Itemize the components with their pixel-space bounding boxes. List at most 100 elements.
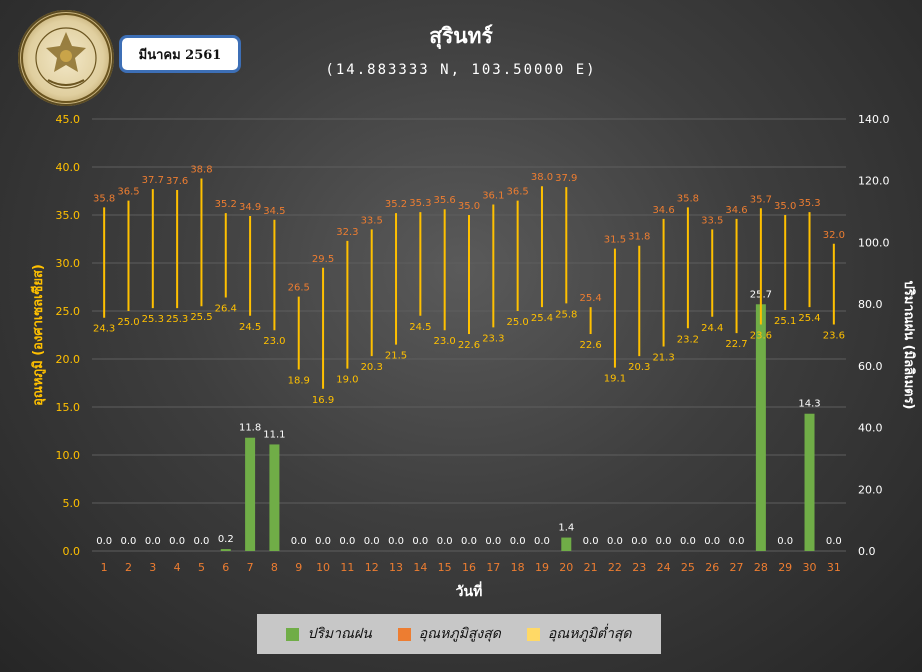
- tmin-value-label: 25.3: [166, 314, 188, 325]
- y-left-tick-label: 35.0: [56, 209, 81, 222]
- rain-value-label: 0.0: [583, 536, 599, 547]
- tmin-value-label: 23.3: [482, 333, 504, 344]
- x-tick-label: 20: [559, 561, 573, 574]
- rain-bar: [561, 537, 572, 551]
- x-axis-title: วันที่: [456, 581, 483, 600]
- tmin-value-label: 23.2: [677, 334, 699, 345]
- tmax-value-label: 35.0: [774, 201, 796, 212]
- x-tick-label: 14: [413, 561, 427, 574]
- x-tick-label: 19: [535, 561, 549, 574]
- tmin-value-label: 22.6: [458, 340, 480, 351]
- tmax-value-label: 35.7: [750, 194, 772, 205]
- x-tick-label: 21: [584, 561, 598, 574]
- x-tick-label: 1: [101, 561, 108, 574]
- rain-value-label: 0.0: [291, 536, 307, 547]
- legend-item-rain: ปริมาณฝน: [286, 623, 372, 645]
- tmin-value-label: 21.5: [385, 351, 407, 362]
- rain-value-label: 0.0: [364, 536, 380, 547]
- tmin-value-label: 25.4: [798, 313, 820, 324]
- rain-value-label: 0.0: [485, 536, 501, 547]
- y-right-tick-label: 40.0: [858, 422, 883, 435]
- tmax-value-label: 35.0: [458, 201, 480, 212]
- rain-value-label: 0.0: [339, 536, 355, 547]
- rain-bar: [269, 444, 280, 551]
- x-tick-label: 23: [632, 561, 646, 574]
- tmin-value-label: 25.0: [117, 317, 139, 328]
- tmax-value-label: 33.5: [361, 215, 383, 226]
- tmin-value-label: 25.4: [531, 313, 553, 324]
- y-left-tick-label: 30.0: [56, 257, 81, 270]
- tmax-value-label: 34.6: [725, 205, 747, 216]
- rain-value-label: 11.1: [263, 429, 285, 440]
- x-tick-label: 16: [462, 561, 476, 574]
- x-tick-label: 3: [149, 561, 156, 574]
- tmin-value-label: 25.0: [507, 317, 529, 328]
- tmin-value-label: 23.6: [823, 330, 845, 341]
- tmin-value-label: 24.3: [93, 324, 115, 335]
- tmin-value-label: 19.0: [336, 375, 358, 386]
- tmax-value-label: 31.5: [604, 235, 626, 246]
- x-tick-label: 24: [657, 561, 671, 574]
- rain-value-label: 0.0: [96, 536, 112, 547]
- x-tick-label: 8: [271, 561, 278, 574]
- x-tick-label: 29: [778, 561, 792, 574]
- x-tick-label: 22: [608, 561, 622, 574]
- tmax-value-label: 35.3: [798, 198, 820, 209]
- rain-value-label: 0.0: [777, 536, 793, 547]
- tmin-value-label: 19.1: [604, 374, 626, 385]
- tmin-value-label: 25.1: [774, 316, 796, 327]
- rain-value-label: 0.0: [510, 536, 526, 547]
- tmin-value-label: 22.6: [579, 340, 601, 351]
- tmin-value-label: 20.3: [361, 362, 383, 373]
- tmax-value-label: 35.8: [93, 193, 115, 204]
- y-left-axis-title: อุณหภูมิ (องศาเซลเซียส): [30, 264, 46, 406]
- rain-value-label: 0.0: [315, 536, 331, 547]
- month-label: มีนาคม 2561: [119, 35, 241, 73]
- tmin-value-label: 26.4: [215, 304, 237, 315]
- chart-title: สุรินทร์: [429, 24, 493, 48]
- rain-value-label: 0.0: [680, 536, 696, 547]
- seal-emblem-icon: [21, 13, 111, 103]
- rain-value-label: 0.0: [412, 536, 428, 547]
- rain-bar: [245, 437, 256, 551]
- rain-value-label: 0.0: [729, 536, 745, 547]
- rain-value-label: 0.2: [218, 534, 234, 545]
- tmin-value-label: 24.5: [239, 322, 261, 333]
- legend-item-tmax: อุณหภูมิสูงสุด: [397, 623, 501, 645]
- tmax-value-label: 37.7: [142, 175, 164, 186]
- tmin-value-label: 24.5: [409, 322, 431, 333]
- tmax-value-label: 25.4: [579, 293, 601, 304]
- x-tick-label: 15: [438, 561, 452, 574]
- rain-value-label: 0.0: [704, 536, 720, 547]
- tmax-value-label: 31.8: [628, 232, 650, 243]
- y-left-tick-label: 25.0: [56, 305, 81, 318]
- legend-label-rain: ปริมาณฝน: [307, 626, 372, 642]
- x-tick-label: 7: [247, 561, 254, 574]
- y-right-tick-label: 0.0: [858, 545, 876, 558]
- tmax-value-label: 35.6: [434, 195, 456, 206]
- x-tick-label: 6: [222, 561, 229, 574]
- meteorological-department-logo: [18, 10, 114, 106]
- y-right-tick-label: 20.0: [858, 483, 883, 496]
- rain-value-label: 14.3: [798, 399, 820, 410]
- tmin-value-label: 23.6: [750, 330, 772, 341]
- x-tick-label: 4: [174, 561, 181, 574]
- x-tick-label: 27: [730, 561, 744, 574]
- x-tick-label: 2: [125, 561, 132, 574]
- x-tick-label: 30: [803, 561, 817, 574]
- tmax-value-label: 32.0: [823, 230, 845, 241]
- tmax-value-label: 35.8: [677, 193, 699, 204]
- rain-value-label: 1.4: [558, 523, 574, 534]
- tmin-value-label: 22.7: [725, 339, 747, 350]
- rain-value-label: 0.0: [656, 536, 672, 547]
- tmax-value-label: 35.2: [215, 199, 237, 210]
- chart-legend: ปริมาณฝน อุณหภูมิสูงสุด อุณหภูมิต่ำสุด: [257, 614, 661, 654]
- y-left-tick-label: 45.0: [56, 113, 81, 126]
- tmax-value-label: 26.5: [288, 283, 310, 294]
- legend-item-tmin: อุณหภูมิต่ำสุด: [526, 623, 632, 645]
- tmin-value-label: 25.3: [142, 314, 164, 325]
- tmax-value-label: 36.1: [482, 190, 504, 201]
- y-left-tick-label: 10.0: [56, 449, 81, 462]
